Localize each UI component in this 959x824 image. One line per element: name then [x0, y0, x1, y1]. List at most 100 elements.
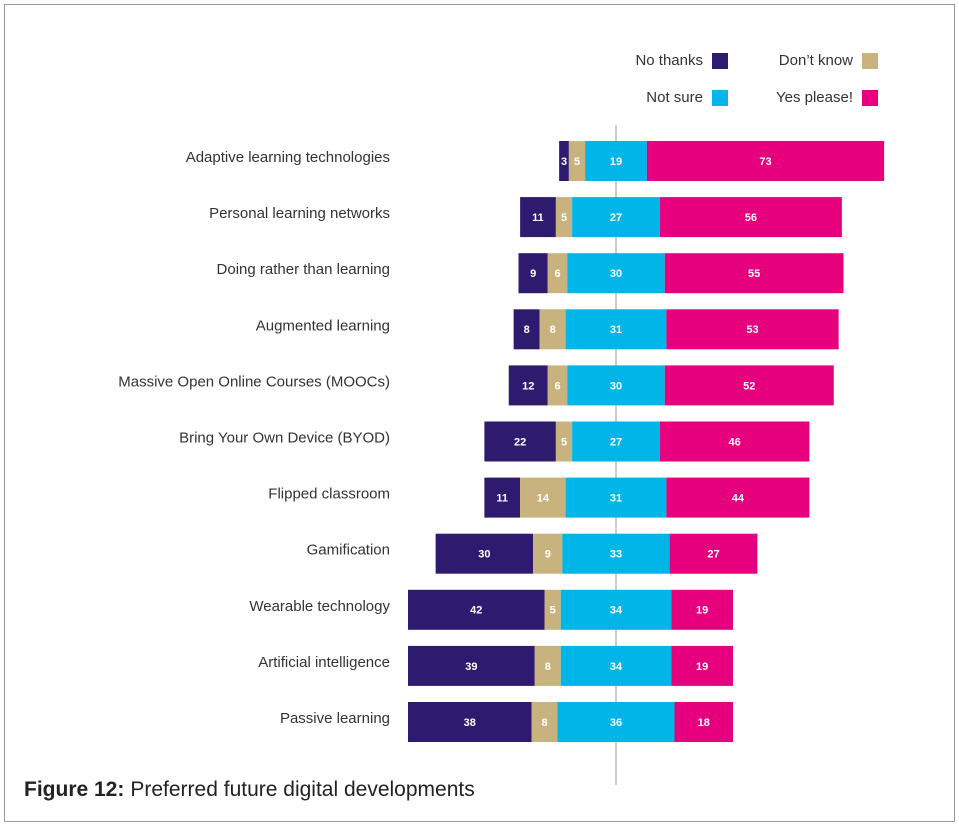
- bar-segment: [671, 645, 733, 686]
- value-label: 46: [729, 436, 741, 448]
- bar-segment: [560, 589, 672, 630]
- category-label: Wearable technology: [249, 598, 390, 615]
- value-label: 9: [530, 268, 536, 280]
- value-label: 5: [561, 212, 567, 224]
- value-label: 34: [610, 661, 623, 673]
- value-label: 14: [537, 493, 550, 505]
- bar-segment: [508, 365, 548, 406]
- value-label: 11: [496, 493, 508, 505]
- category-label: Doing rather than learning: [217, 261, 390, 278]
- bar-segment: [408, 589, 545, 630]
- value-label: 42: [470, 605, 482, 617]
- category-label: Gamification: [307, 542, 390, 559]
- bar-segment: [520, 477, 566, 518]
- value-label: 34: [610, 605, 623, 617]
- bar-segment: [572, 197, 660, 238]
- value-label: 36: [610, 717, 622, 729]
- category-label: Adaptive learning technologies: [186, 149, 390, 166]
- bar-segment: [513, 309, 540, 350]
- value-label: 30: [610, 380, 622, 392]
- category-label: Bring Your Own Device (BYOD): [179, 429, 390, 446]
- bar-segment: [567, 253, 665, 294]
- value-label: 31: [610, 493, 622, 505]
- bar-segment: [408, 645, 535, 686]
- value-label: 8: [541, 717, 547, 729]
- bar-segment: [565, 309, 667, 350]
- bar-segment: [547, 253, 568, 294]
- bar-segment: [664, 253, 844, 294]
- category-label: Flipped classroom: [268, 486, 390, 503]
- legend-label: No thanks: [635, 52, 703, 69]
- value-label: 73: [759, 156, 771, 168]
- chart-title: Preferred future digital developments: [130, 778, 474, 801]
- bar-segment: [547, 365, 568, 406]
- value-label: 8: [524, 324, 530, 336]
- value-label: 39: [465, 661, 477, 673]
- value-label: 18: [698, 717, 710, 729]
- value-label: 19: [696, 661, 708, 673]
- category-label: Massive Open Online Courses (MOOCs): [118, 373, 390, 390]
- bar-segment: [659, 197, 842, 238]
- category-label: Augmented learning: [256, 317, 390, 334]
- caption: Figure 12: Preferred future digital devel…: [24, 778, 475, 801]
- value-label: 33: [610, 549, 622, 561]
- value-label: 52: [743, 380, 755, 392]
- legend-swatch: [712, 53, 728, 69]
- value-label: 19: [610, 156, 622, 168]
- value-label: 19: [696, 605, 708, 617]
- category-label: Passive learning: [280, 710, 390, 727]
- value-label: 22: [514, 436, 526, 448]
- value-label: 11: [532, 212, 544, 224]
- bar-segment: [534, 645, 561, 686]
- bar-segment: [659, 421, 810, 462]
- value-label: 12: [522, 380, 534, 392]
- value-label: 31: [610, 324, 622, 336]
- bar-segment: [646, 141, 885, 181]
- bar-segment: [531, 702, 558, 742]
- bar-segment: [674, 702, 733, 742]
- category-label: Artificial intelligence: [258, 654, 390, 671]
- value-label: 53: [746, 324, 758, 336]
- bar-segment: [666, 309, 839, 350]
- bar-segment: [567, 365, 665, 406]
- bar-segment: [666, 477, 810, 518]
- bar-segment: [565, 477, 667, 518]
- bar-segment: [555, 197, 573, 238]
- bar-segment: [585, 141, 647, 181]
- bar-segment: [539, 309, 566, 350]
- legend-swatch: [862, 53, 878, 69]
- value-label: 27: [610, 212, 622, 224]
- value-label: 5: [574, 156, 580, 168]
- value-label: 56: [745, 212, 757, 224]
- bar-segment: [559, 141, 569, 181]
- bar-segment: [520, 197, 556, 238]
- bar-segment: [484, 421, 556, 462]
- bar-segment: [671, 589, 733, 630]
- value-label: 3: [561, 156, 567, 168]
- legend-label: Not sure: [646, 89, 703, 106]
- bar-segment: [555, 421, 573, 462]
- bar-segment: [518, 253, 548, 294]
- value-label: 8: [545, 661, 551, 673]
- bar-segment: [664, 365, 834, 406]
- legend-swatch: [862, 90, 878, 106]
- bar-segment: [562, 533, 670, 574]
- value-label: 6: [554, 268, 560, 280]
- legend-label: Yes please!: [776, 89, 853, 106]
- category-label: Personal learning networks: [209, 205, 390, 222]
- bar-segment: [560, 645, 672, 686]
- value-label: 30: [478, 549, 490, 561]
- bar-segment: [557, 702, 675, 742]
- frame: [4, 4, 955, 822]
- bar-segment: [544, 589, 561, 630]
- bar-segment: [669, 533, 758, 574]
- value-label: 27: [707, 549, 719, 561]
- value-label: 8: [550, 324, 556, 336]
- bar-segment: [484, 477, 521, 518]
- legend-label: Don’t know: [779, 52, 853, 69]
- value-label: 6: [554, 380, 560, 392]
- bar-segment: [572, 421, 660, 462]
- value-label: 38: [464, 717, 476, 729]
- value-label: 30: [610, 268, 622, 280]
